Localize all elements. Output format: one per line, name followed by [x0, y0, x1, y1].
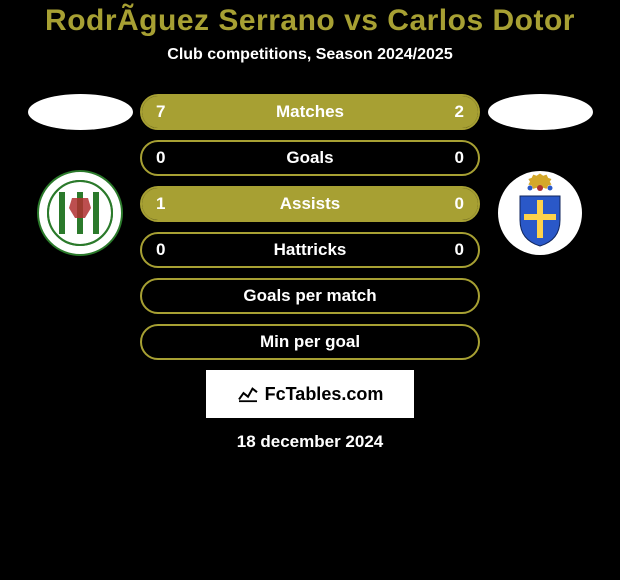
stat-value-right: 2 [455, 102, 464, 122]
stat-row: 1 0 Assists [140, 186, 480, 222]
stat-label: Hattricks [274, 240, 347, 260]
stat-value-right: 0 [455, 194, 464, 214]
stat-label: Assists [280, 194, 340, 214]
fctables-logo-icon [237, 385, 259, 403]
player-right-col [480, 94, 600, 256]
stat-label: Matches [276, 102, 344, 122]
player-right-club-badge [497, 170, 583, 256]
stat-row: 0 0 Goals [140, 140, 480, 176]
player-left-photo-placeholder [28, 94, 133, 130]
snapshot-date: 18 december 2024 [237, 432, 384, 452]
oviedo-badge-icon [497, 170, 583, 256]
stat-value-right: 0 [455, 240, 464, 260]
subtitle: Club competitions, Season 2024/2025 [167, 46, 452, 64]
stat-row: 0 0 Hattricks [140, 232, 480, 268]
stat-label: Goals [286, 148, 333, 168]
stat-label: Goals per match [243, 286, 376, 306]
cordoba-badge-icon [37, 170, 123, 256]
stat-fill-right [398, 96, 478, 128]
stat-label: Min per goal [260, 332, 360, 352]
stat-row: Min per goal [140, 324, 480, 360]
stat-row: Goals per match [140, 278, 480, 314]
stat-value-left: 0 [156, 240, 165, 260]
watermark: FcTables.com [206, 370, 414, 418]
player-right-photo-placeholder [488, 94, 593, 130]
stat-value-right: 0 [455, 148, 464, 168]
stats-column: 7 2 Matches 0 0 Goals 1 0 Assists 0 0 Hattricks Goal… [140, 94, 480, 360]
stat-fill-left [142, 96, 402, 128]
stat-value-left: 0 [156, 148, 165, 168]
comparison-infographic: RodrÃ­guez Serrano vs Carlos Dotor Club … [0, 0, 620, 580]
player-left-club-badge [37, 170, 123, 256]
player-left-col [20, 94, 140, 256]
main-row: 7 2 Matches 0 0 Goals 1 0 Assists 0 0 Hattricks Goal… [0, 94, 620, 360]
stat-row: 7 2 Matches [140, 94, 480, 130]
stat-value-left: 7 [156, 102, 165, 122]
watermark-text: FcTables.com [265, 384, 384, 405]
page-title: RodrÃ­guez Serrano vs Carlos Dotor [45, 4, 575, 38]
stat-value-left: 1 [156, 194, 165, 214]
